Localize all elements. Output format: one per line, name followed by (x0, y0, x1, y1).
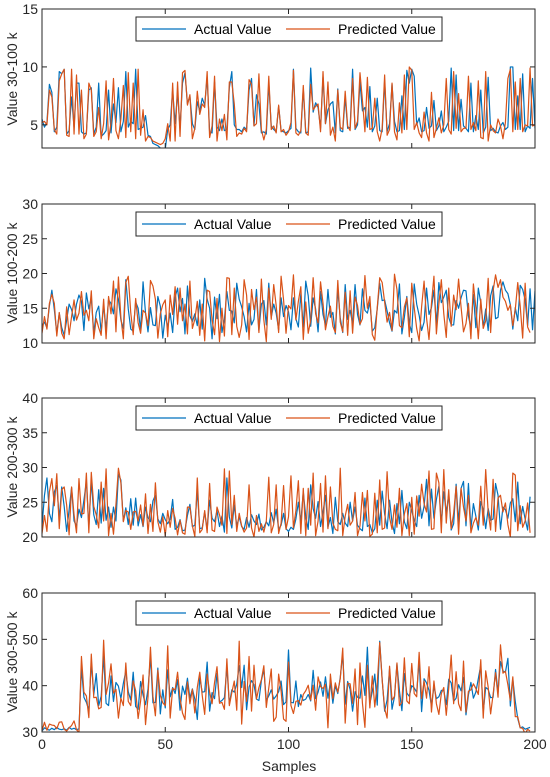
plot-area-3: 20 25 30 35 40 Actual Value Predicted Value (22, 390, 536, 545)
actual-value-line (42, 640, 531, 732)
y-tick-label: 60 (22, 585, 38, 601)
legend: Actual Value Predicted Value (135, 16, 443, 42)
y-tick-label: 25 (22, 231, 38, 247)
subplot-3: Value 200-300 k 20 25 30 35 40 Actual Value Pr… (4, 390, 536, 545)
legend-label-predicted: Predicted Value (338, 216, 436, 232)
x-tick-label: 50 (157, 736, 173, 752)
x-tick-label: 0 (38, 736, 46, 752)
y-axis-label: Value 100-200 k (4, 222, 20, 324)
series-lines (42, 467, 531, 537)
y-tick-label: 15 (22, 1, 38, 17)
y-axis-label: Value 300-500 k (4, 611, 20, 713)
predicted-value-line (42, 273, 531, 343)
actual-value-line (42, 66, 535, 148)
y-tick-label: 20 (22, 266, 38, 282)
x-tick-label: 100 (277, 736, 301, 752)
x-tick-label: 150 (400, 736, 424, 752)
legend-label-actual: Actual Value (194, 216, 272, 232)
y-axis-label: Value 200-300 k (4, 416, 20, 518)
predicted-value-line (42, 66, 535, 146)
legend-label-actual: Actual Value (194, 605, 272, 621)
y-tick-label: 40 (22, 678, 38, 694)
subplot-4: Value 300-500 k 30 40 50 60 0 50 100 150 200 Actu… (4, 585, 547, 752)
series-lines (42, 639, 531, 732)
y-tick-label: 10 (22, 59, 38, 75)
plot-area-1: 5 10 15 Actual Value Predicted Value (22, 1, 536, 149)
legend-label-actual: Actual Value (194, 21, 272, 37)
plot-area-2: 10 15 20 25 30 Actual Value Predicted Value (22, 196, 536, 351)
plot-area-4: 30 40 50 60 0 50 100 150 200 Actual Value Predicte… (22, 585, 546, 752)
y-tick-label: 25 (22, 494, 38, 510)
series-lines (42, 66, 535, 148)
y-tick-label: 20 (22, 529, 38, 545)
predicted-value-line (42, 639, 531, 732)
y-tick-label: 30 (22, 460, 38, 476)
y-tick-label: 35 (22, 425, 38, 441)
y-tick-label: 5 (30, 117, 38, 133)
y-tick-label: 10 (22, 335, 38, 351)
subplot-1: Value 30-100 k 5 10 15 Actual Value Predicte… (4, 1, 536, 149)
y-tick-label: 15 (22, 300, 38, 316)
x-tick-label: 200 (523, 736, 547, 752)
legend-label-actual: Actual Value (194, 410, 272, 426)
legend: Actual Value Predicted Value (135, 600, 443, 626)
predicted-value-line (42, 467, 531, 537)
y-tick-label: 30 (22, 196, 38, 212)
series-lines (42, 273, 535, 343)
legend-label-predicted: Predicted Value (338, 21, 436, 37)
legend-label-predicted: Predicted Value (338, 605, 436, 621)
legend-label-predicted: Predicted Value (338, 410, 436, 426)
y-tick-label: 50 (22, 631, 38, 647)
legend: Actual Value Predicted Value (135, 211, 443, 237)
y-tick-label: 40 (22, 390, 38, 406)
legend: Actual Value Predicted Value (135, 405, 443, 431)
y-tick-label: 30 (22, 724, 38, 740)
x-axis-label: Samples (262, 758, 316, 774)
subplot-2: Value 100-200 k 10 15 20 25 30 Actual Value Pr… (4, 196, 536, 351)
y-axis-label: Value 30-100 k (4, 31, 20, 125)
